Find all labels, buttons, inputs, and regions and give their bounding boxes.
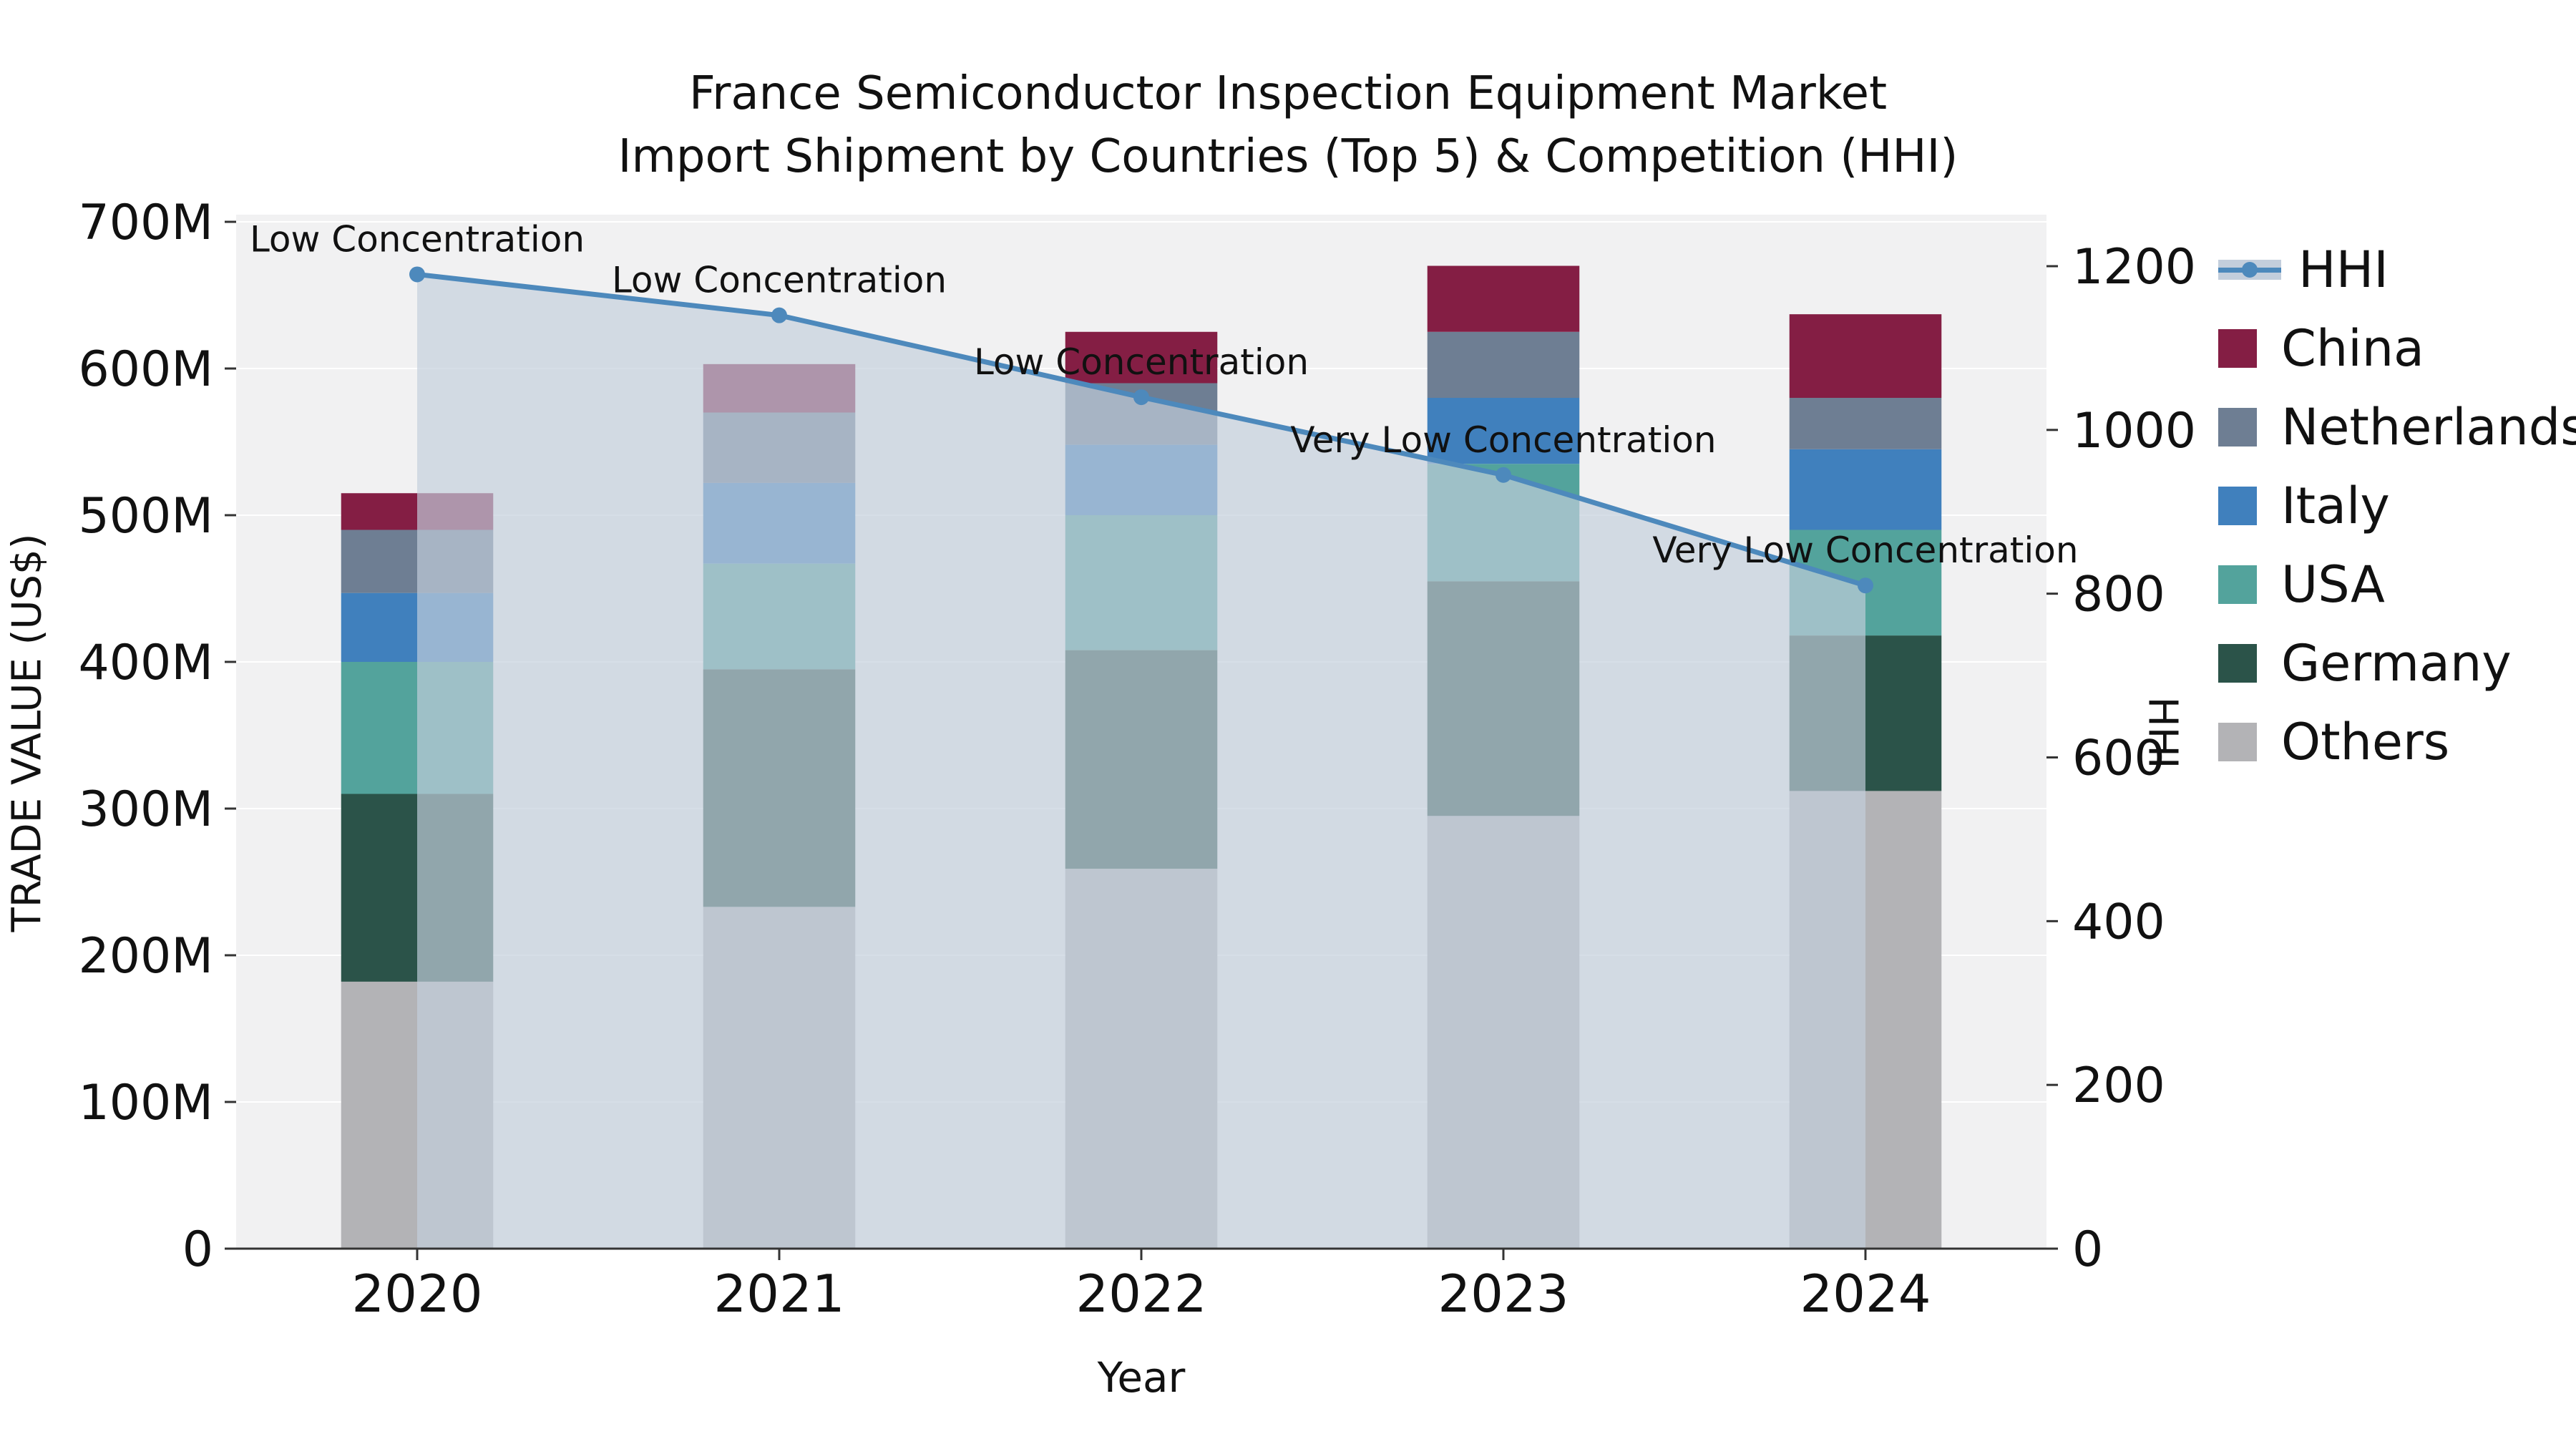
y-left-tick-label: 100M [79, 1075, 213, 1131]
x-tick-label-2023: 2023 [1438, 1264, 1568, 1324]
y-right-tick-label: 0 [2072, 1221, 2103, 1278]
hhi-marker-2023 [1496, 467, 1511, 483]
y-left-tick-label: 200M [79, 928, 213, 985]
bar-italy-2024 [1789, 449, 1942, 530]
legend-swatch-italy [2218, 487, 2257, 525]
legend-item-netherlands: Netherlands [2218, 402, 2576, 452]
bar-netherlands-2024 [1789, 398, 1942, 449]
legend-item-others: Others [2218, 717, 2576, 767]
hhi-annotation-2024: Very Low Concentration [1652, 530, 2078, 571]
hhi-line-swatch-icon [2218, 250, 2281, 289]
y-right-tick-label: 1000 [2072, 403, 2196, 459]
y-left-tick-label: 500M [79, 488, 213, 545]
x-tick-label-2024: 2024 [1800, 1264, 1931, 1324]
y-left-tick-label: 300M [79, 781, 213, 838]
y-right-tick-label: 800 [2072, 567, 2165, 623]
hhi-area [417, 274, 1865, 1249]
hhi-marker-2022 [1133, 389, 1149, 406]
y-left-tick-label: 0 [182, 1221, 213, 1278]
hhi-marker-sample [2242, 262, 2258, 278]
legend-swatch-china [2218, 329, 2257, 368]
legend-item-germany: Germany [2218, 638, 2576, 688]
y-right-tick-label: 1200 [2072, 239, 2196, 296]
y-left-tick-label: 600M [79, 341, 213, 398]
hhi-marker-2020 [409, 266, 425, 283]
legend-swatch-usa [2218, 565, 2257, 604]
bar-china-2024 [1789, 314, 1942, 398]
chart-title: France Semiconductor Inspection Equipmen… [688, 67, 1888, 120]
hhi-annotation-2022: Low Concentration [974, 341, 1309, 383]
legend-swatch-netherlands [2218, 408, 2257, 447]
legend-label-italy: Italy [2281, 477, 2390, 535]
legend-swatch-germany [2218, 644, 2257, 683]
hhi-annotation-2023: Very Low Concentration [1290, 419, 1716, 461]
legend-item-china: China [2218, 323, 2576, 374]
legend-label-others: Others [2281, 713, 2450, 771]
y-right-tick-label: 600 [2072, 731, 2165, 787]
legend: HHI China Netherlands Italy USA Germany Others [2218, 245, 2576, 767]
y-right-tick-label: 400 [2072, 894, 2165, 950]
bar-netherlands-2023 [1427, 331, 1580, 398]
x-axis-title: Year [1097, 1353, 1186, 1402]
legend-label-china: China [2281, 319, 2424, 378]
y-left-tick-label: 700M [79, 195, 213, 251]
y-axis-title-right: HHI [2139, 696, 2186, 769]
x-tick-label-2021: 2021 [713, 1264, 844, 1324]
hhi-annotation-2021: Low Concentration [612, 260, 947, 301]
legend-label-usa: USA [2281, 555, 2385, 614]
hhi-marker-2024 [1858, 577, 1873, 594]
bar-italy-2023 [1427, 398, 1580, 464]
legend-item-usa: USA [2218, 560, 2576, 610]
x-tick-label-2022: 2022 [1075, 1264, 1206, 1324]
legend-item-hhi: HHI [2218, 245, 2576, 295]
hhi-annotation-2020: Low Concentration [250, 218, 585, 260]
hhi-marker-2021 [771, 307, 787, 323]
y-left-tick-label: 400M [79, 635, 213, 691]
legend-swatch-others [2218, 723, 2257, 761]
legend-label-germany: Germany [2281, 634, 2512, 693]
y-axis-title-left: TRADE VALUE (US$) [4, 533, 51, 932]
y-right-tick-label: 200 [2072, 1058, 2165, 1114]
x-tick-label-2020: 2020 [351, 1264, 482, 1324]
legend-label-netherlands: Netherlands [2281, 398, 2576, 457]
legend-item-italy: Italy [2218, 481, 2576, 531]
legend-label-hhi: HHI [2298, 240, 2389, 299]
bar-china-2022 [1065, 331, 1218, 384]
bar-china-2023 [1427, 265, 1580, 332]
chart-subtitle: Import Shipment by Countries (Top 5) & C… [618, 130, 1958, 183]
